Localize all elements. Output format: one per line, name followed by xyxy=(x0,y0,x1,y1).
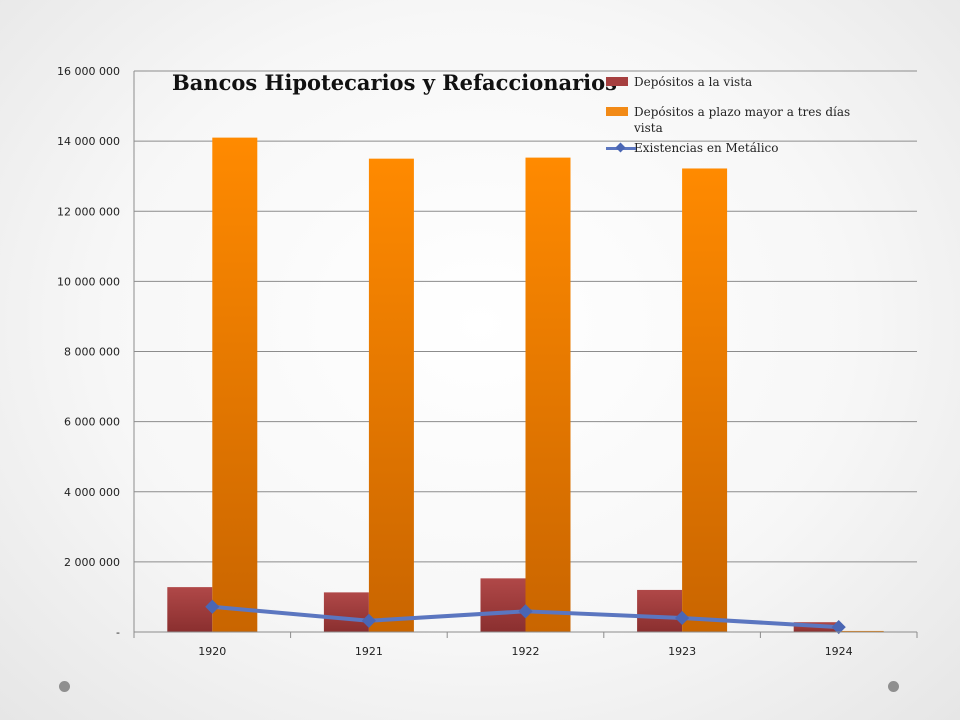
point-existencias-1923 xyxy=(675,610,690,626)
x-tick-label: 1922 xyxy=(512,645,540,658)
bars xyxy=(167,137,884,632)
slide-dot-left xyxy=(59,681,70,692)
y-tick-label: - xyxy=(116,626,120,639)
legend-swatch-orange xyxy=(606,107,628,116)
point-existencias-1924 xyxy=(831,620,846,635)
legend-swatch-line xyxy=(606,147,636,150)
legend-swatch-red xyxy=(606,77,628,86)
bar-depositos-vista-1922 xyxy=(480,578,526,632)
legend-item-depositos-plazo: Depósitos a plazo mayor a tres días vist… xyxy=(606,104,866,136)
legend-label: Depósitos a plazo mayor a tres días vist… xyxy=(634,105,851,135)
axes: - 2 000 000 4 000 000 6 000 000 8 000 000 10 … xyxy=(57,65,918,658)
y-tick-label: 6 000 000 xyxy=(64,416,120,429)
x-tick-label: 1924 xyxy=(825,645,853,658)
bar-depositos-plazo-1920 xyxy=(212,137,258,632)
y-tick-label: 10 000 000 xyxy=(57,275,120,288)
bar-depositos-vista-1921 xyxy=(323,592,369,632)
line-series xyxy=(205,599,846,635)
legend: Depósitos a la vista Depósitos a plazo m… xyxy=(606,74,866,166)
legend-item-depositos-vista: Depósitos a la vista xyxy=(606,74,866,90)
point-existencias-1922 xyxy=(518,604,533,619)
legend-label: Depósitos a la vista xyxy=(634,75,753,89)
x-tick-label: 1923 xyxy=(668,645,696,658)
x-tick-label: 1921 xyxy=(355,645,383,658)
point-existencias-1921 xyxy=(361,613,376,628)
point-existencias-1920 xyxy=(205,599,220,614)
legend-item-existencias: Existencias en Metálico xyxy=(606,140,866,156)
y-tick-label: 2 000 000 xyxy=(64,556,120,569)
slide-dot-right xyxy=(888,681,899,692)
bar-depositos-plazo-1924 xyxy=(838,630,884,632)
chart-title: Bancos Hipotecarios y Refaccionarios xyxy=(172,70,617,95)
y-tick-label: 12 000 000 xyxy=(57,205,120,218)
y-tick-label: 16 000 000 xyxy=(57,65,120,78)
bar-depositos-vista-1920 xyxy=(167,587,213,632)
y-tick-label: 14 000 000 xyxy=(57,135,120,148)
bar-depositos-plazo-1923 xyxy=(682,168,728,632)
bar-depositos-plazo-1922 xyxy=(525,157,571,632)
legend-label: Existencias en Metálico xyxy=(634,141,779,155)
bar-depositos-vista-1923 xyxy=(637,589,683,632)
x-tick-label: 1920 xyxy=(198,645,226,658)
bar-depositos-plazo-1921 xyxy=(368,158,414,632)
y-tick-label: 8 000 000 xyxy=(64,346,120,359)
y-tick-label: 4 000 000 xyxy=(64,486,120,499)
